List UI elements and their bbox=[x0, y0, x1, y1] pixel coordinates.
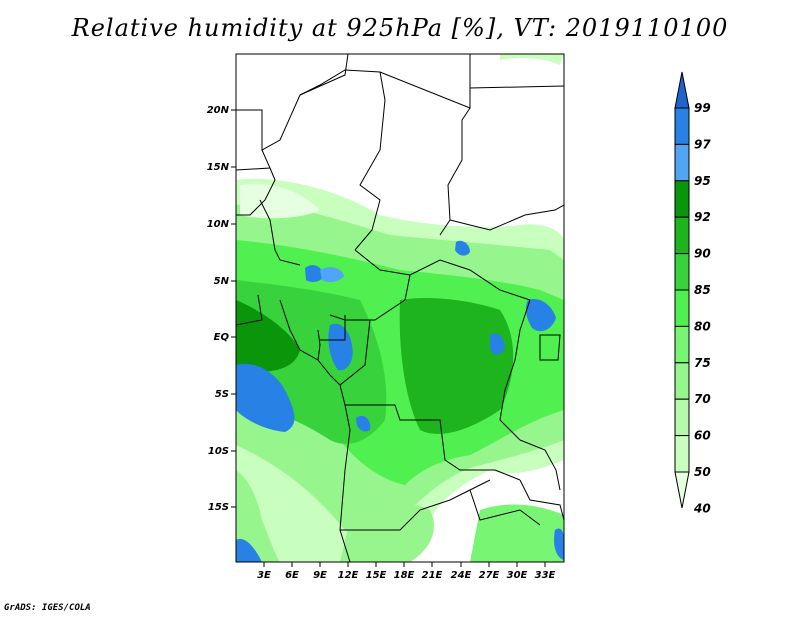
colorbar-segment bbox=[674, 471, 690, 509]
colorbar-label: 95 bbox=[694, 174, 711, 188]
lon-label: 30E bbox=[507, 570, 528, 581]
colorbar-segment bbox=[674, 71, 690, 109]
lon-label: 6E bbox=[285, 570, 299, 581]
lat-label: EQ bbox=[214, 332, 230, 343]
lon-label: 33E bbox=[535, 570, 556, 581]
credit-text: GrADS: IGES/COLA bbox=[4, 603, 91, 613]
colorbar-label: 50 bbox=[694, 465, 711, 479]
colorbar-label: 97 bbox=[694, 137, 711, 151]
colorbar-segment bbox=[674, 289, 690, 327]
colorbar-segment bbox=[674, 362, 690, 400]
humidity-field bbox=[236, 54, 564, 562]
colorbar-label: 75 bbox=[694, 356, 711, 370]
colorbar-label: 70 bbox=[694, 392, 711, 406]
colorbar-label: 85 bbox=[694, 283, 711, 297]
lon-label: 18E bbox=[394, 570, 415, 581]
colorbar-segment bbox=[674, 253, 690, 291]
colorbar-segment bbox=[674, 435, 690, 473]
colorbar-segment bbox=[674, 143, 690, 182]
lat-label: 10S bbox=[208, 446, 229, 457]
colorbar-segment bbox=[674, 180, 690, 218]
lat-label: 5S bbox=[215, 389, 229, 400]
colorbar-segment bbox=[674, 398, 690, 437]
axis-ticks bbox=[231, 109, 546, 567]
colorbar-label: 60 bbox=[694, 429, 711, 443]
lat-label: 20N bbox=[207, 105, 230, 116]
lon-label: 21E bbox=[422, 570, 443, 581]
country-borders bbox=[236, 54, 564, 562]
lon-label: 9E bbox=[313, 570, 327, 581]
colorbar-label: 40 bbox=[693, 501, 711, 515]
map-title: Relative humidity at 925hPa [%], VT: 201… bbox=[71, 14, 729, 42]
lon-label: 12E bbox=[338, 570, 359, 581]
lat-label: 15N bbox=[207, 162, 230, 173]
lat-label: 10N bbox=[207, 219, 230, 230]
colorbar-label: 80 bbox=[694, 319, 711, 333]
lat-label: 15S bbox=[208, 502, 229, 513]
lon-label: 15E bbox=[366, 570, 387, 581]
map-frame bbox=[235, 53, 565, 563]
lon-label: 27E bbox=[479, 570, 500, 581]
colorbar-label: 99 bbox=[694, 101, 711, 115]
colorbar-segment bbox=[674, 107, 690, 145]
colorbar-label: 90 bbox=[694, 247, 711, 261]
colorbar-label: 92 bbox=[694, 210, 711, 224]
colorbar-segment bbox=[674, 216, 690, 255]
lon-label: 24E bbox=[451, 570, 472, 581]
lat-label: 5N bbox=[214, 276, 230, 287]
lon-label: 3E bbox=[257, 570, 271, 581]
colorbar-segment bbox=[674, 325, 690, 364]
colorbar: 99 97 95 92 90 85 80 75 70 60 50 40 bbox=[674, 71, 711, 515]
